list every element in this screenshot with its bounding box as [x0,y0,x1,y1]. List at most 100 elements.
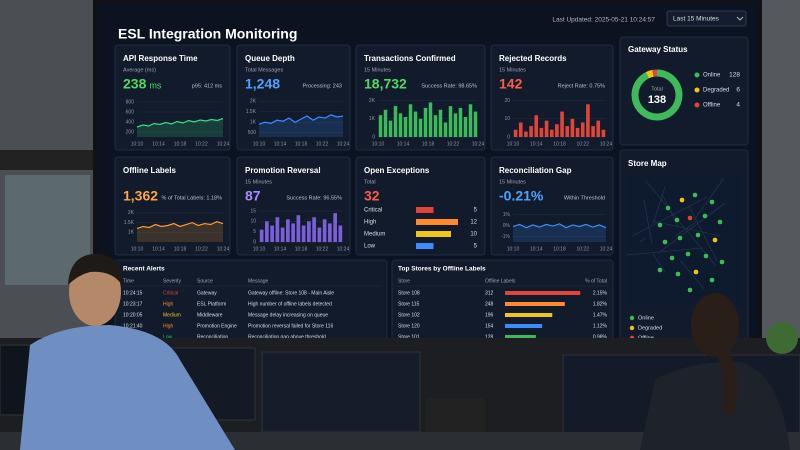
y-tick-label: 200 [126,129,135,135]
panel-subtitle: 15 Minutes [245,179,272,185]
x-tick-label: 10:24 [337,246,350,252]
y-tick-label: 2K [250,99,257,105]
y-tick-label: 15 [250,208,256,214]
bar [275,217,280,242]
store-bar [505,291,581,295]
bar [560,111,564,137]
bar [338,225,343,242]
store-dot [675,271,681,277]
y-tick-label: 1.5K [246,109,257,115]
y-tick-label: 10 [250,219,256,225]
foreground [0,253,800,450]
bar [513,129,518,137]
legend-label: Online [703,73,721,79]
store-pct: 2.15% [593,290,608,296]
panel-title: Gateway Status [628,45,688,54]
bar [433,115,438,137]
x-tick-label: 10:14 [274,141,287,147]
panel-subtitle: 15 Minutes [499,67,526,73]
alert-cell: Promotion reversal failed for Store 116 [248,323,333,329]
plant [766,322,798,354]
desk-phone [425,398,485,443]
store-dot [693,269,699,275]
legend-value: 4 [736,102,740,109]
alert-cell: High [163,301,174,307]
y-tick-label: 400 [126,119,135,125]
column-header: Store [398,278,410,284]
x-tick-label: 10:18 [422,141,435,147]
x-tick-label: 10:14 [274,246,287,252]
store-pct: 0.98% [593,334,608,340]
panel-subtitle: Average (ms) [123,67,156,73]
bar [565,126,570,137]
x-tick-label: 10:24 [472,141,485,147]
store-count: 154 [485,323,494,329]
store-dot [679,197,685,203]
donut-total: 138 [648,94,666,106]
x-tick-label: 10:22 [576,246,589,252]
map-road [652,253,666,273]
person-left-head [69,258,121,326]
map-road [679,259,705,290]
bar [286,219,290,242]
panel-title: Reconciliation Gap [499,166,572,175]
store-pct: 1.47% [593,312,608,318]
person-left-hair [68,253,123,285]
line [512,223,607,229]
x-tick-label: 10:18 [553,141,566,147]
bar [307,221,311,242]
bar [383,109,388,137]
person-right-ponytail [712,340,739,415]
map-road [632,196,708,236]
bar [280,227,285,242]
kpi-value: 238 [123,76,147,92]
alert-cell: High [163,323,174,329]
panel-subtitle: Total [364,179,376,185]
exception-bar [416,243,434,249]
bar [534,115,539,137]
kpi-value: 142 [499,76,523,92]
panel-subtitle: Total Messages [245,67,283,73]
map-road [645,180,717,267]
map-road [693,178,724,222]
store-dot [687,287,693,293]
bar [403,117,408,137]
kpi-value: 87 [245,188,261,204]
x-tick-label: 10:22 [447,141,460,147]
y-tick-label: 0 [507,134,510,140]
bar [398,113,403,137]
store-bar [505,335,536,339]
panel-title: Promotion Reversal [245,166,321,175]
legend-value: 6 [736,87,740,94]
alert-cell: High number of offline labels detected [248,301,332,307]
bar [555,124,559,137]
kpi-value: 32 [364,188,380,204]
bar [333,213,337,242]
legend-dot [694,102,700,108]
exception-label: Low [364,244,376,250]
kpi-unit: ms [149,80,161,90]
exception-label: High [364,220,376,226]
alert-cell: 10:21:40 [123,323,143,329]
bar [570,118,575,137]
x-tick-label: 10:18 [553,246,566,252]
time-range[interactable]: Last 15 Minutes [673,16,720,23]
bar [438,109,443,137]
store-dot [657,267,663,273]
store-dot [665,205,671,211]
donut-segment [631,69,683,121]
time-range-dropdown[interactable] [666,10,747,27]
store-count: 196 [485,312,494,318]
bar [328,223,332,242]
donut-segment [645,69,654,79]
x-tick-label: 10:24 [337,141,350,147]
store-dot [669,255,675,261]
panel [490,156,614,256]
bar [580,122,585,137]
x-tick-label: 10:18 [174,141,187,147]
store-dot [717,219,723,225]
alert-cell: Middleware [197,312,223,318]
panel-title: Queue Depth [245,54,295,63]
panel-title: Transactions Confirmed [364,54,456,63]
